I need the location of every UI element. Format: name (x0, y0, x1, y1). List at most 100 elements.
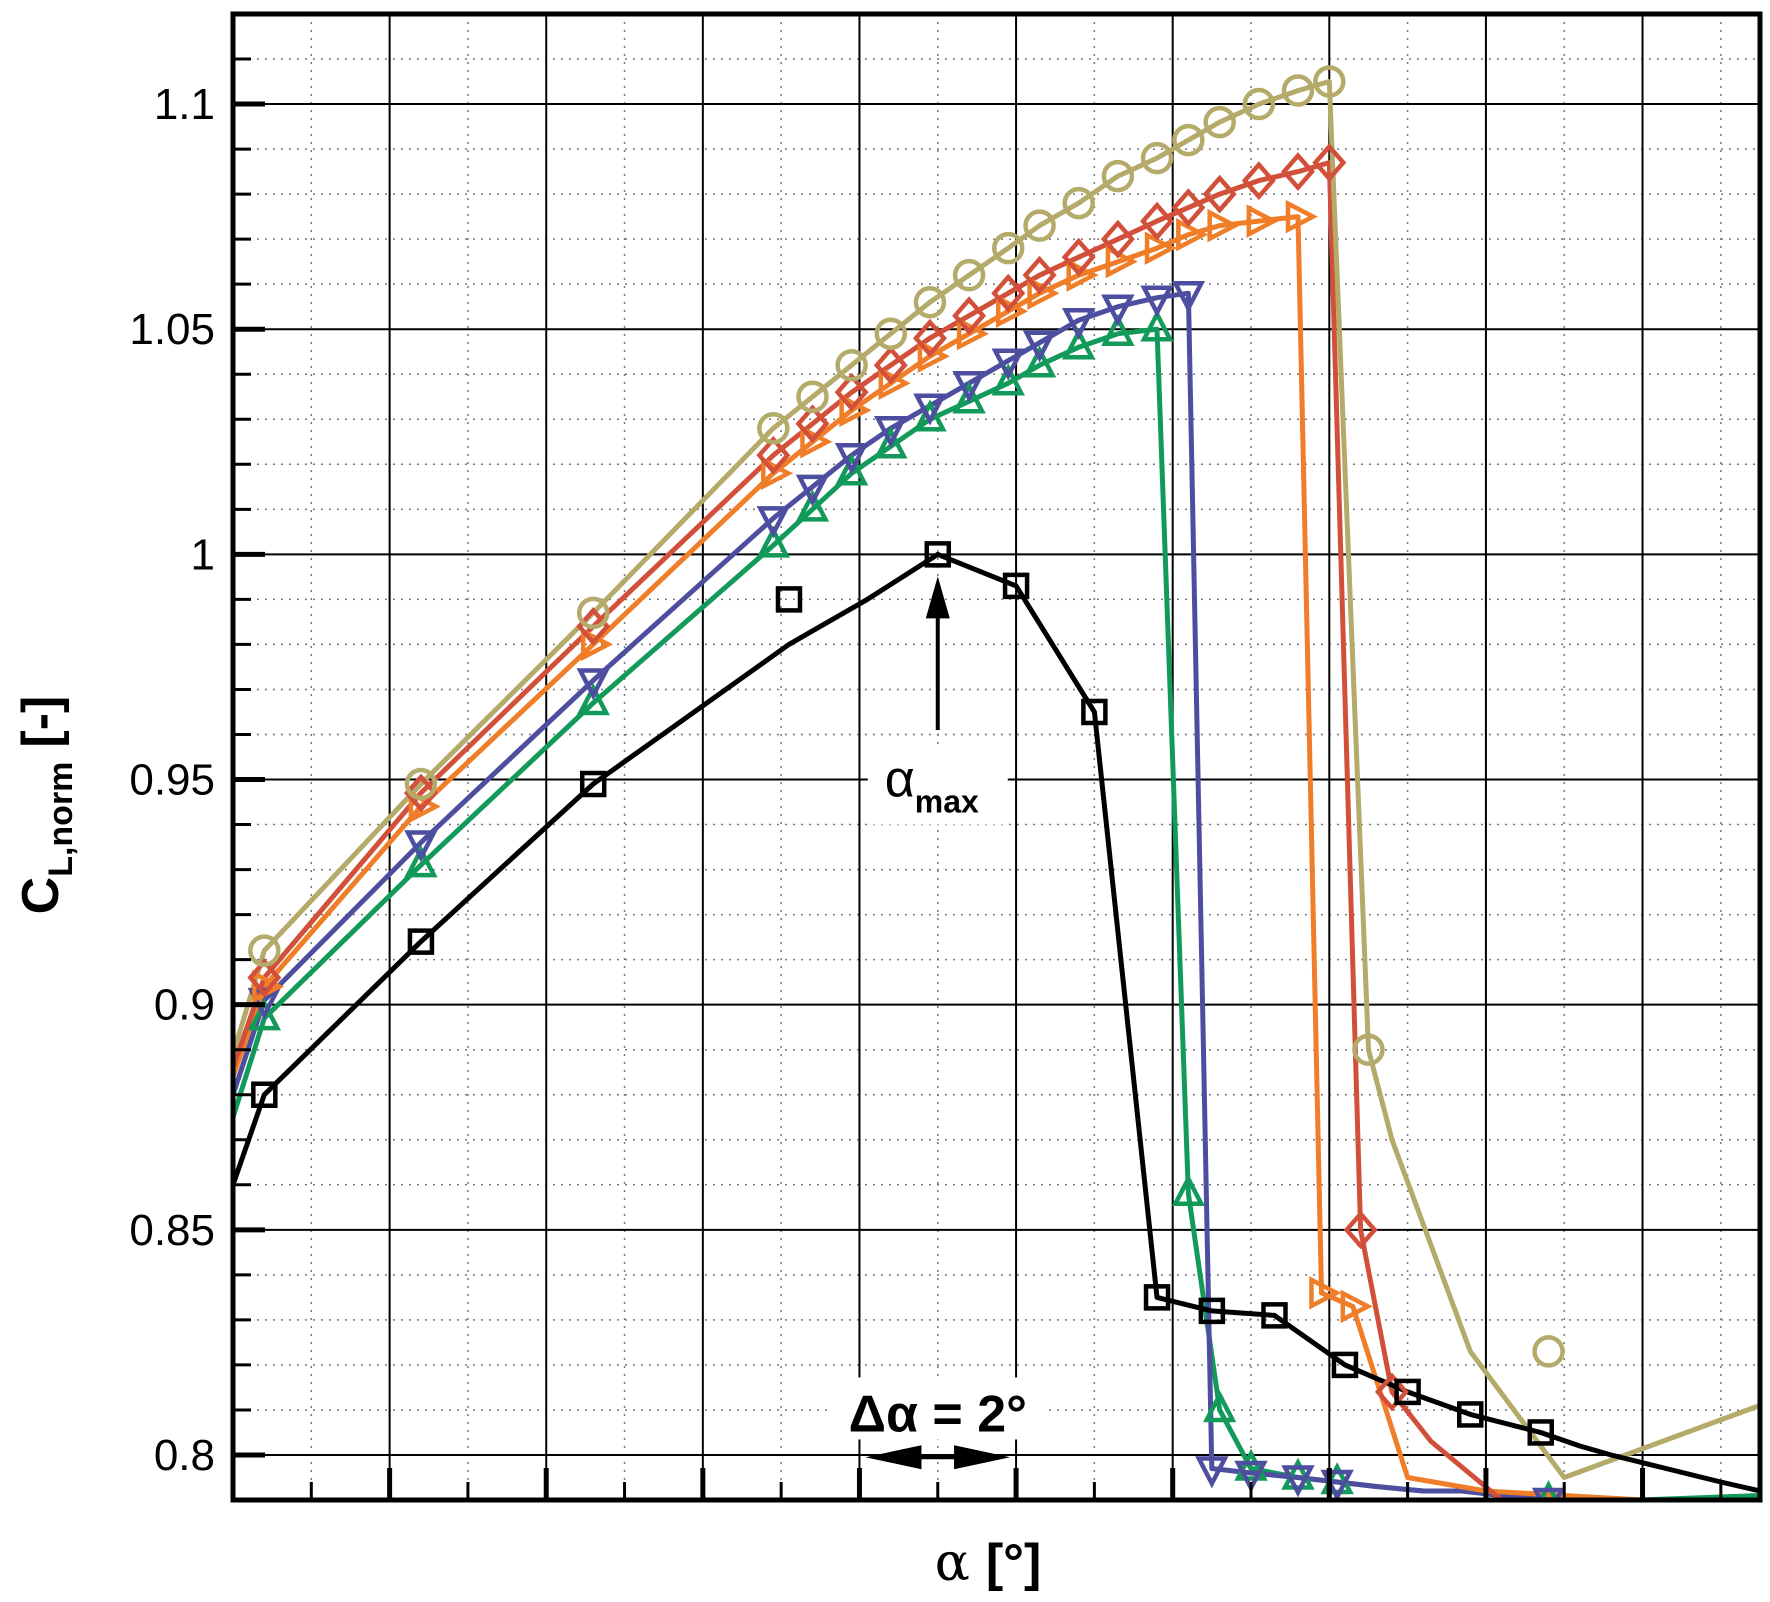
y-tick-label: 1.05 (129, 305, 215, 354)
marker-blue-triangle-down (913, 393, 947, 426)
marker-orange-triangle-right (1207, 208, 1240, 243)
series-line-red-diamond (233, 160, 1760, 1500)
marker-orange-triangle-right (1246, 204, 1279, 238)
delta-alpha-arrow-head-right (954, 1445, 1011, 1470)
marker-olive-circle (1140, 141, 1174, 175)
marker-red-diamond (1374, 1372, 1409, 1412)
y-tick-label: 0.9 (154, 981, 215, 1030)
marker-red-diamond (403, 773, 438, 813)
marker-black-square (407, 928, 435, 955)
marker-green-triangle-up (1202, 1390, 1237, 1423)
marker-green-triangle-up (1022, 345, 1057, 378)
y-tick-label: 0.95 (129, 756, 215, 805)
marker-red-diamond (952, 296, 987, 336)
y-axis-title-unit: [-] (12, 696, 70, 748)
series-lines (233, 79, 1760, 1500)
grid-major (232, 14, 1760, 1500)
y-tick-label: 1 (191, 530, 215, 579)
marker-black-square (1527, 1419, 1554, 1446)
marker-green-triangle-up (1171, 1173, 1206, 1207)
marker-blue-triangle-down (991, 348, 1025, 381)
marker-olive-circle (874, 317, 908, 350)
marker-black-square (924, 541, 952, 568)
marker-green-triangle-up (874, 426, 908, 459)
annotations: αmax Δα = 2° (827, 576, 1048, 1470)
marker-red-diamond (1312, 143, 1347, 183)
marker-olive-circle (1281, 74, 1315, 107)
marker-olive-circle (991, 231, 1025, 265)
series-markers (247, 65, 1566, 1500)
marker-green-triangle-up (1234, 1448, 1268, 1481)
series-line-orange-triangle-right (233, 214, 1760, 1500)
marker-red-diamond (912, 318, 947, 358)
marker-green-triangle-up (834, 453, 869, 486)
y-tick-label: 0.8 (154, 1431, 215, 1480)
marker-blue-triangle-down (576, 668, 610, 701)
marker-olive-circle (1101, 159, 1135, 193)
marker-olive-circle (952, 258, 986, 292)
marker-green-triangle-up (991, 363, 1025, 396)
marker-red-diamond (1343, 1210, 1378, 1250)
marker-green-triangle-up (247, 998, 282, 1031)
marker-olive-circle (1242, 87, 1276, 121)
marker-red-diamond (1100, 219, 1135, 259)
y-axis-title: CL,norm [-] (12, 696, 80, 915)
marker-black-square (1002, 572, 1030, 600)
marker-orange-triangle-right (1176, 217, 1209, 252)
marker-olive-circle (248, 934, 281, 967)
marker-red-diamond (873, 345, 908, 385)
marker-red-diamond (1202, 174, 1237, 214)
marker-orange-triangle-right (1144, 231, 1177, 265)
marker-black-square (1143, 1284, 1171, 1311)
y-axis-title-main: C (12, 877, 70, 915)
marker-blue-triangle-down (404, 830, 438, 863)
alpha-max-label: αmax (885, 751, 979, 820)
x-axis-title: α [°] (935, 1533, 1042, 1593)
marker-black-square (1394, 1378, 1421, 1406)
series-line-blue-triangle-down (233, 290, 1760, 1500)
marker-green-triangle-up (404, 845, 438, 878)
marker-olive-circle (835, 348, 868, 382)
marker-olive-circle (1172, 123, 1205, 157)
marker-black-square (1081, 698, 1108, 726)
marker-red-diamond (756, 435, 791, 475)
marker-blue-triangle-down (1140, 285, 1174, 318)
marker-olive-circle (1203, 105, 1236, 139)
marker-black-square (1198, 1297, 1226, 1325)
x-axis-title-symbol: α (935, 1533, 970, 1593)
marker-green-triangle-up (952, 381, 986, 414)
marker-blue-triangle-down (1531, 1487, 1566, 1500)
marker-orange-triangle-right (1340, 1289, 1373, 1324)
marker-olive-circle (1062, 186, 1095, 220)
x-axis-title-unit: [°] (986, 1534, 1041, 1592)
marker-blue-triangle-down (1234, 1460, 1268, 1493)
marker-green-triangle-up (913, 399, 947, 432)
x-ticks (230, 1468, 1723, 1500)
marker-green-triangle-up (1140, 309, 1174, 342)
plot-frame (230, 11, 1763, 1503)
marker-blue-triangle-down (1022, 330, 1057, 363)
series-line-black-square (233, 551, 1760, 1494)
marker-blue-triangle-down (1171, 280, 1206, 314)
marker-red-diamond (247, 958, 282, 998)
y-tick-label: 1.1 (154, 80, 215, 129)
marker-blue-triangle-down (1101, 294, 1135, 327)
marker-blue-triangle-down (874, 416, 908, 449)
marker-black-square (775, 586, 803, 613)
marker-red-diamond (1280, 152, 1315, 192)
delta-alpha-label: Δα = 2° (849, 1385, 1027, 1443)
marker-orange-triangle-right (1285, 199, 1318, 234)
marker-olive-circle (1352, 1033, 1385, 1066)
marker-black-square (1331, 1351, 1359, 1379)
marker-olive-circle (757, 412, 790, 445)
alpha-max-arrow-head (925, 576, 950, 619)
alpha-max-subscript: max (915, 784, 979, 820)
marker-blue-triangle-down (952, 370, 986, 404)
marker-red-diamond (1171, 188, 1206, 228)
marker-green-triangle-up (1101, 313, 1135, 346)
marker-blue-triangle-down (756, 506, 791, 539)
marker-black-square (1261, 1302, 1288, 1329)
marker-red-diamond (834, 372, 869, 412)
marker-red-diamond (795, 404, 830, 444)
marker-red-diamond (991, 273, 1026, 313)
